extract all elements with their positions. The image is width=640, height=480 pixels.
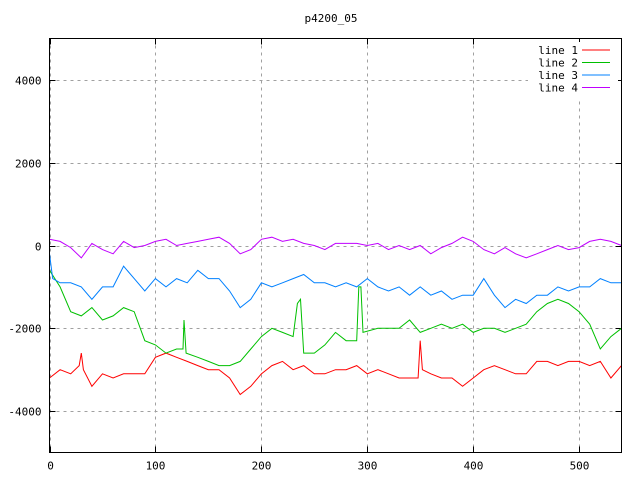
series-line-1 — [49, 340, 622, 396]
series-line-3 — [49, 253, 622, 309]
y-tick-label: -4000 — [8, 406, 41, 419]
grid — [49, 38, 622, 453]
series-line-2 — [49, 270, 622, 367]
x-tick-label: 100 — [146, 460, 166, 473]
x-tick-label: 500 — [570, 460, 590, 473]
legend-label: line 1 — [538, 44, 578, 57]
x-tick-label: 400 — [464, 460, 484, 473]
axis-ticks: -4000 -2000 0 2000 4000 0 100 200 300 400 500 — [8, 38, 622, 473]
x-tick-label: 0 — [47, 460, 54, 473]
chart-title: p4200_05 — [305, 12, 358, 25]
legend-label: line 4 — [538, 82, 578, 95]
y-tick-label: 4000 — [15, 75, 42, 88]
y-tick-label: -2000 — [8, 323, 41, 336]
y-tick-label: 0 — [35, 241, 42, 254]
series-lines — [49, 236, 622, 396]
series-line-4 — [49, 236, 622, 259]
plot-border — [49, 38, 622, 453]
x-tick-label: 200 — [252, 460, 272, 473]
y-tick-label: 2000 — [15, 158, 42, 171]
x-tick-label: 300 — [358, 460, 378, 473]
legend-background — [528, 42, 618, 98]
legend-label: line 3 — [538, 69, 578, 82]
legend-label: line 2 — [538, 57, 578, 70]
